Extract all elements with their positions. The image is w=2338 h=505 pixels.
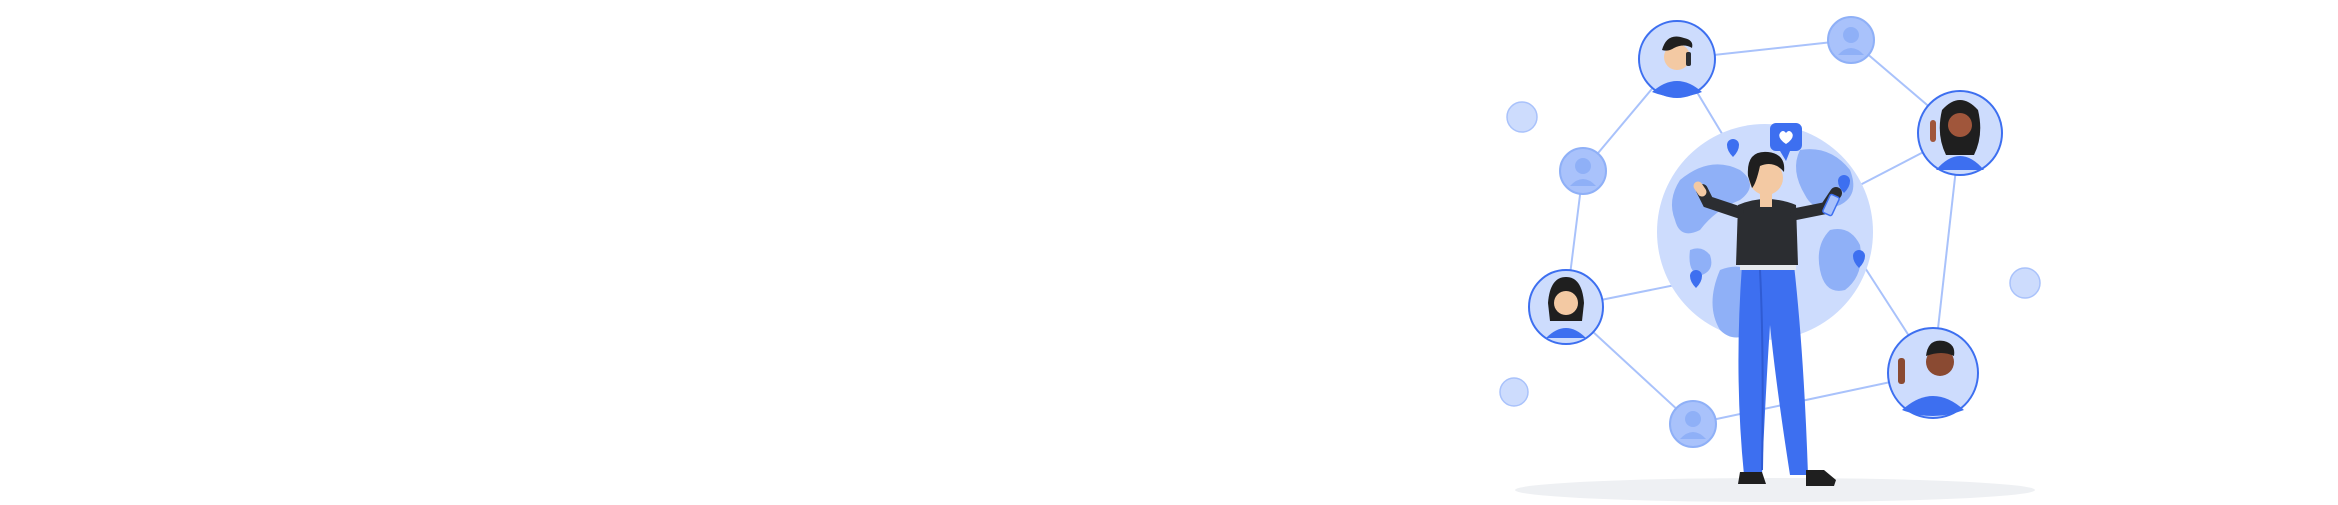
smartphone-icon [1822, 193, 1840, 217]
avatar-woman-smiling [1528, 269, 1604, 345]
woman-holding-phone [1693, 151, 1842, 486]
avatar-man-cheering [1887, 327, 1979, 419]
heart-chat-bubble-icon [1770, 123, 1802, 161]
faded-avatar-dots [1499, 101, 2041, 407]
avatar-man-phone [1638, 20, 1716, 98]
location-pin-icon [1690, 139, 1865, 288]
avatar-woman-waving [1917, 90, 2003, 176]
user-avatar-icon [1559, 16, 1875, 448]
ground-shadow [1515, 478, 2035, 502]
